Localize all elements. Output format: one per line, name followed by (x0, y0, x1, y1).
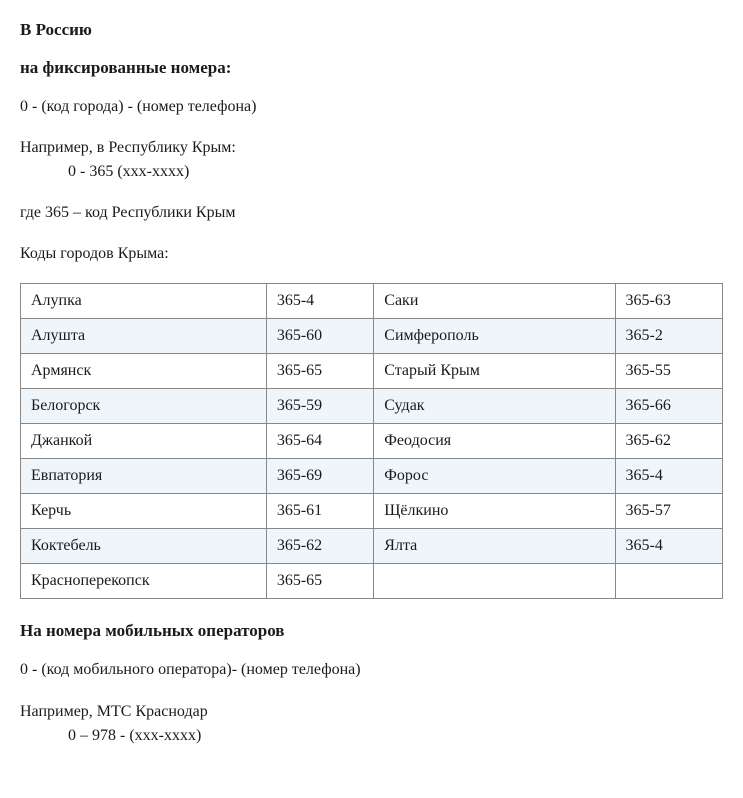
city-left: Красноперекопск (21, 564, 267, 599)
heading-russia: В Россию (20, 20, 723, 40)
city-left: Керчь (21, 494, 267, 529)
code-right: 365-4 (615, 529, 723, 564)
code-left: 365-69 (266, 459, 373, 494)
city-left: Алушта (21, 319, 267, 354)
table-row: Джанкой365-64Феодосия365-62 (21, 424, 723, 459)
code-left: 365-62 (266, 529, 373, 564)
table-row: Армянск365-65Старый Крым365-55 (21, 354, 723, 389)
city-right (374, 564, 615, 599)
table-row: Алушта365-60Симферополь365-2 (21, 319, 723, 354)
code-left: 365-65 (266, 354, 373, 389)
city-right: Ялта (374, 529, 615, 564)
table-row: Керчь365-61Щёлкино365-57 (21, 494, 723, 529)
table-row: Коктебель365-62Ялта365-4 (21, 529, 723, 564)
code-left: 365-65 (266, 564, 373, 599)
code-right: 365-62 (615, 424, 723, 459)
subheading-mobile: На номера мобильных операторов (20, 621, 723, 641)
city-left: Белогорск (21, 389, 267, 424)
code-right: 365-63 (615, 284, 723, 319)
code-right: 365-57 (615, 494, 723, 529)
city-right: Судак (374, 389, 615, 424)
city-right: Феодосия (374, 424, 615, 459)
city-left: Коктебель (21, 529, 267, 564)
city-right: Щёлкино (374, 494, 615, 529)
code-right: 365-4 (615, 459, 723, 494)
code-right: 365-66 (615, 389, 723, 424)
example2-line: 0 – 978 - (ххх-хххх) (20, 724, 723, 748)
city-right: Симферополь (374, 319, 615, 354)
example-fixed: Например, в Республику Крым: 0 - 365 (хх… (20, 136, 723, 184)
table-row: Евпатория365-69Форос365-4 (21, 459, 723, 494)
code-left: 365-64 (266, 424, 373, 459)
city-left: Джанкой (21, 424, 267, 459)
format-fixed: 0 - (код города) - (номер телефона) (20, 96, 723, 118)
city-codes-table: Алупка365-4Саки365-63Алушта365-60Симферо… (20, 283, 723, 599)
code-right (615, 564, 723, 599)
code-right: 365-55 (615, 354, 723, 389)
where-line: где 365 – код Республики Крым (20, 202, 723, 224)
code-right: 365-2 (615, 319, 723, 354)
code-left: 365-4 (266, 284, 373, 319)
table-row: Белогорск365-59Судак365-66 (21, 389, 723, 424)
example-mobile: Например, МТС Краснодар 0 – 978 - (ххх-х… (20, 700, 723, 748)
city-left: Алупка (21, 284, 267, 319)
subheading-fixed: на фиксированные номера: (20, 58, 723, 78)
city-right: Саки (374, 284, 615, 319)
example-intro: Например, в Республику Крым: (20, 136, 723, 160)
city-left: Евпатория (21, 459, 267, 494)
table-row: Алупка365-4Саки365-63 (21, 284, 723, 319)
example-line: 0 - 365 (ххх-хххх) (20, 160, 723, 184)
format-mobile: 0 - (код мобильного оператора)- (номер т… (20, 659, 723, 681)
example2-intro: Например, МТС Краснодар (20, 700, 723, 724)
code-left: 365-61 (266, 494, 373, 529)
city-left: Армянск (21, 354, 267, 389)
code-left: 365-60 (266, 319, 373, 354)
city-right: Форос (374, 459, 615, 494)
table-caption: Коды городов Крыма: (20, 243, 723, 265)
table-row: Красноперекопск365-65 (21, 564, 723, 599)
city-right: Старый Крым (374, 354, 615, 389)
code-left: 365-59 (266, 389, 373, 424)
